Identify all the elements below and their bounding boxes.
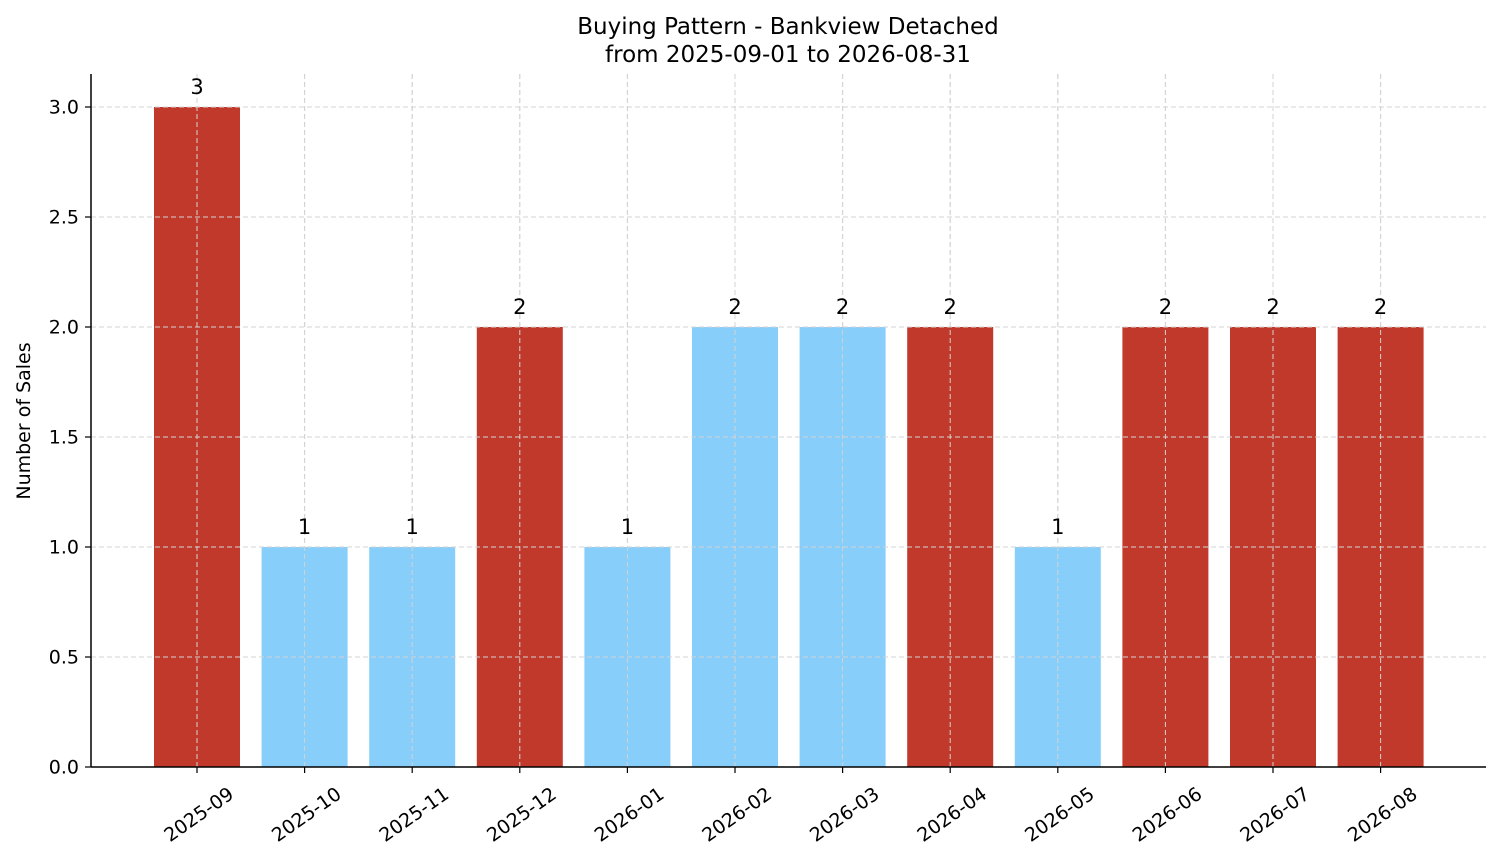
y-tick-label: 2.5 [49,207,79,229]
x-tick-label: 2026-06 [1129,783,1207,847]
x-tick-label: 2026-05 [1021,783,1099,847]
x-tick-label: 2026-01 [591,783,669,847]
axes [85,74,1486,773]
bar-value-label: 2 [728,295,741,319]
bar-value-label: 2 [1374,295,1387,319]
y-tick-label: 2.0 [49,317,79,339]
chart-subtitle: from 2025-09-01 to 2026-08-31 [605,42,971,68]
x-tick-label: 2026-04 [913,783,991,847]
bar-value-label: 1 [406,515,419,539]
x-tick-label: 2026-02 [698,783,776,847]
y-tick-label: 0.5 [49,647,79,669]
bar-value-label: 1 [298,515,311,539]
bar-value-label: 2 [944,295,957,319]
y-tick-label: 3.0 [49,97,79,119]
bars [91,74,1486,768]
x-tick-label: 2025-09 [160,783,238,847]
bar-value-label: 2 [1266,295,1279,319]
x-tick-label: 2025-10 [268,783,346,847]
chart-title: Buying Pattern - Bankview Detached [577,14,999,40]
y-axis-label: Number of Sales [13,342,35,499]
y-tick-label: 1.0 [49,537,79,559]
bar-value-label: 2 [513,295,526,319]
x-tick-label: 2025-11 [375,783,453,847]
bar-value-label: 1 [621,515,634,539]
bar-value-label: 2 [836,295,849,319]
x-tick-label: 2026-08 [1344,783,1422,847]
x-tick-label: 2026-07 [1236,783,1314,847]
y-tick-label: 1.5 [49,427,79,449]
bar-value-label: 1 [1051,515,1064,539]
bar-value-label: 3 [190,75,203,99]
bar-value-label: 2 [1159,295,1172,319]
x-tick-label: 2025-12 [483,783,561,847]
y-tick-label: 0.0 [49,757,79,779]
x-tick-label: 2026-03 [806,783,884,847]
